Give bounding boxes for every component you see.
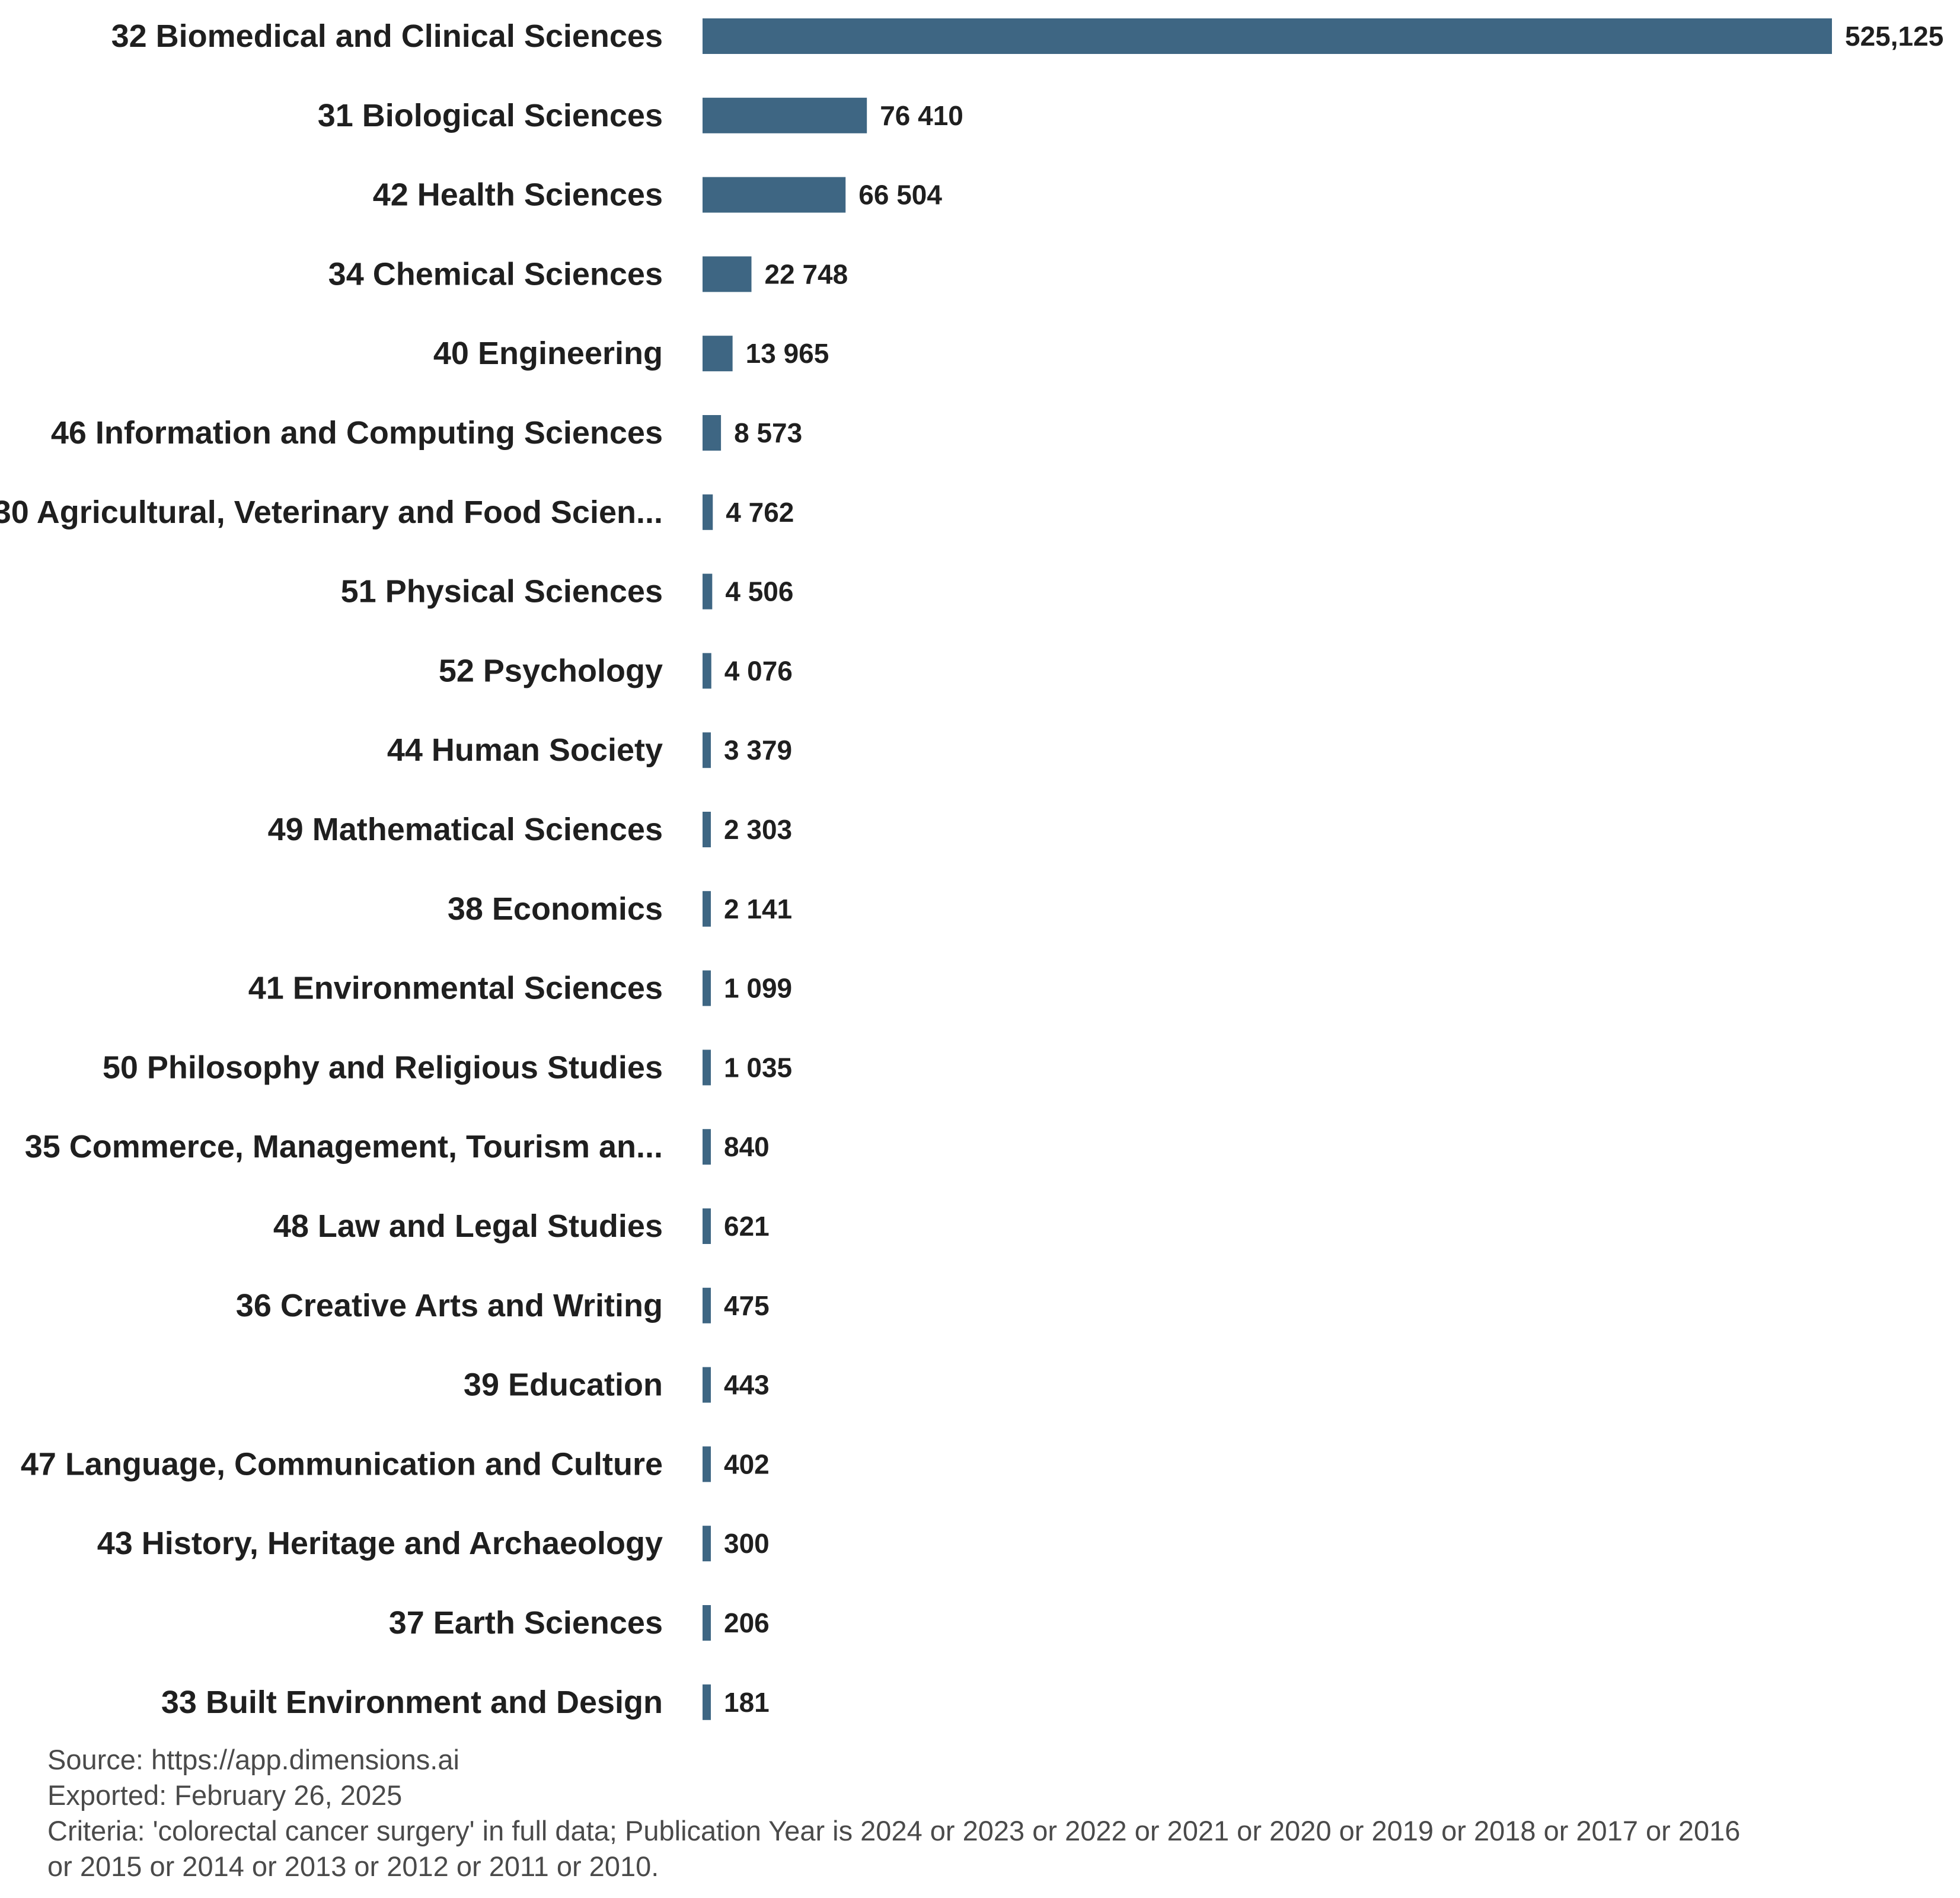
export-date-note: Exported: February 26, 2025 <box>47 1779 403 1811</box>
bar <box>703 1050 711 1086</box>
bar <box>703 653 711 689</box>
category-label: 40 Engineering <box>433 336 663 371</box>
bar <box>703 891 711 927</box>
category-label: 39 Education <box>464 1367 663 1403</box>
category-label: 36 Creative Arts and Writing <box>236 1288 663 1323</box>
chart-footer: Source: https://app.dimensions.ai Export… <box>47 1742 1915 1884</box>
bar <box>703 1605 711 1641</box>
value-label: 76 410 <box>880 100 963 131</box>
category-label: 43 History, Heritage and Archaeology <box>97 1526 663 1561</box>
bar <box>703 494 713 530</box>
value-label: 300 <box>724 1528 770 1559</box>
bar <box>703 1446 711 1482</box>
bar <box>703 812 711 847</box>
bar <box>703 177 846 213</box>
value-label: 621 <box>724 1211 770 1242</box>
value-label: 181 <box>724 1687 770 1718</box>
category-label: 34 Chemical Sciences <box>328 256 663 292</box>
value-label: 2 141 <box>724 894 792 924</box>
category-label: 32 Biomedical and Clinical Sciences <box>111 18 663 54</box>
category-label: 42 Health Sciences <box>373 177 663 213</box>
category-label: 47 Language, Communication and Culture <box>21 1446 663 1482</box>
category-label: 35 Commerce, Management, Tourism an... <box>25 1129 663 1165</box>
value-label: 8 573 <box>734 417 802 448</box>
value-label: 4 506 <box>725 576 793 607</box>
bar <box>703 336 733 372</box>
value-label: 1 035 <box>724 1052 792 1083</box>
bar <box>703 256 752 292</box>
bar <box>703 970 711 1006</box>
bar <box>703 1129 711 1165</box>
bar <box>703 1287 711 1323</box>
value-label: 3 379 <box>724 735 792 765</box>
category-label: 30 Agricultural, Veterinary and Food Sci… <box>0 495 663 530</box>
category-label: 37 Earth Sciences <box>389 1605 663 1641</box>
value-label: 2 303 <box>724 814 792 845</box>
bar <box>703 1526 711 1562</box>
value-label: 443 <box>724 1370 770 1401</box>
bar <box>703 1208 711 1244</box>
bar <box>703 573 713 610</box>
value-label: 13 965 <box>746 338 829 369</box>
value-label: 66 504 <box>858 180 942 210</box>
category-label: 31 Biological Sciences <box>318 98 663 133</box>
value-label: 206 <box>724 1607 770 1638</box>
value-label: 4 076 <box>724 655 793 686</box>
value-label: 475 <box>724 1290 770 1321</box>
category-label: 33 Built Environment and Design <box>161 1685 663 1720</box>
criteria-note-line-2: or 2015 or 2014 or 2013 or 2012 or 2011 … <box>47 1851 659 1882</box>
criteria-note-line-1: Criteria: 'colorectal cancer surgery' in… <box>47 1815 1741 1846</box>
bar <box>703 415 722 451</box>
value-label: 525,125 <box>1845 21 1943 52</box>
bar <box>703 1684 711 1720</box>
category-label: 52 Psychology <box>439 653 663 688</box>
bars-layer: 32 Biomedical and Clinical Sciences 525,1… <box>0 18 1943 1720</box>
value-label: 402 <box>724 1449 770 1479</box>
value-label: 1 099 <box>724 973 792 1004</box>
category-label: 51 Physical Sciences <box>341 574 663 610</box>
source-note: Source: https://app.dimensions.ai <box>47 1744 459 1775</box>
category-label: 41 Environmental Sciences <box>248 971 663 1006</box>
bar <box>703 1367 711 1403</box>
category-label: 50 Philosophy and Religious Studies <box>103 1050 663 1085</box>
bar <box>703 18 1832 54</box>
bar <box>703 97 867 133</box>
category-label: 46 Information and Computing Sciences <box>51 415 663 451</box>
category-label: 38 Economics <box>448 891 663 927</box>
value-label: 840 <box>724 1131 770 1162</box>
category-label: 44 Human Society <box>387 732 663 768</box>
value-label: 22 748 <box>765 259 848 289</box>
category-label: 48 Law and Legal Studies <box>273 1208 663 1244</box>
value-label: 4 762 <box>726 497 794 528</box>
category-label: 49 Mathematical Sciences <box>268 812 663 847</box>
bar-chart: 32 Biomedical and Clinical Sciences 525,1… <box>0 18 1943 1720</box>
bar <box>703 732 711 768</box>
